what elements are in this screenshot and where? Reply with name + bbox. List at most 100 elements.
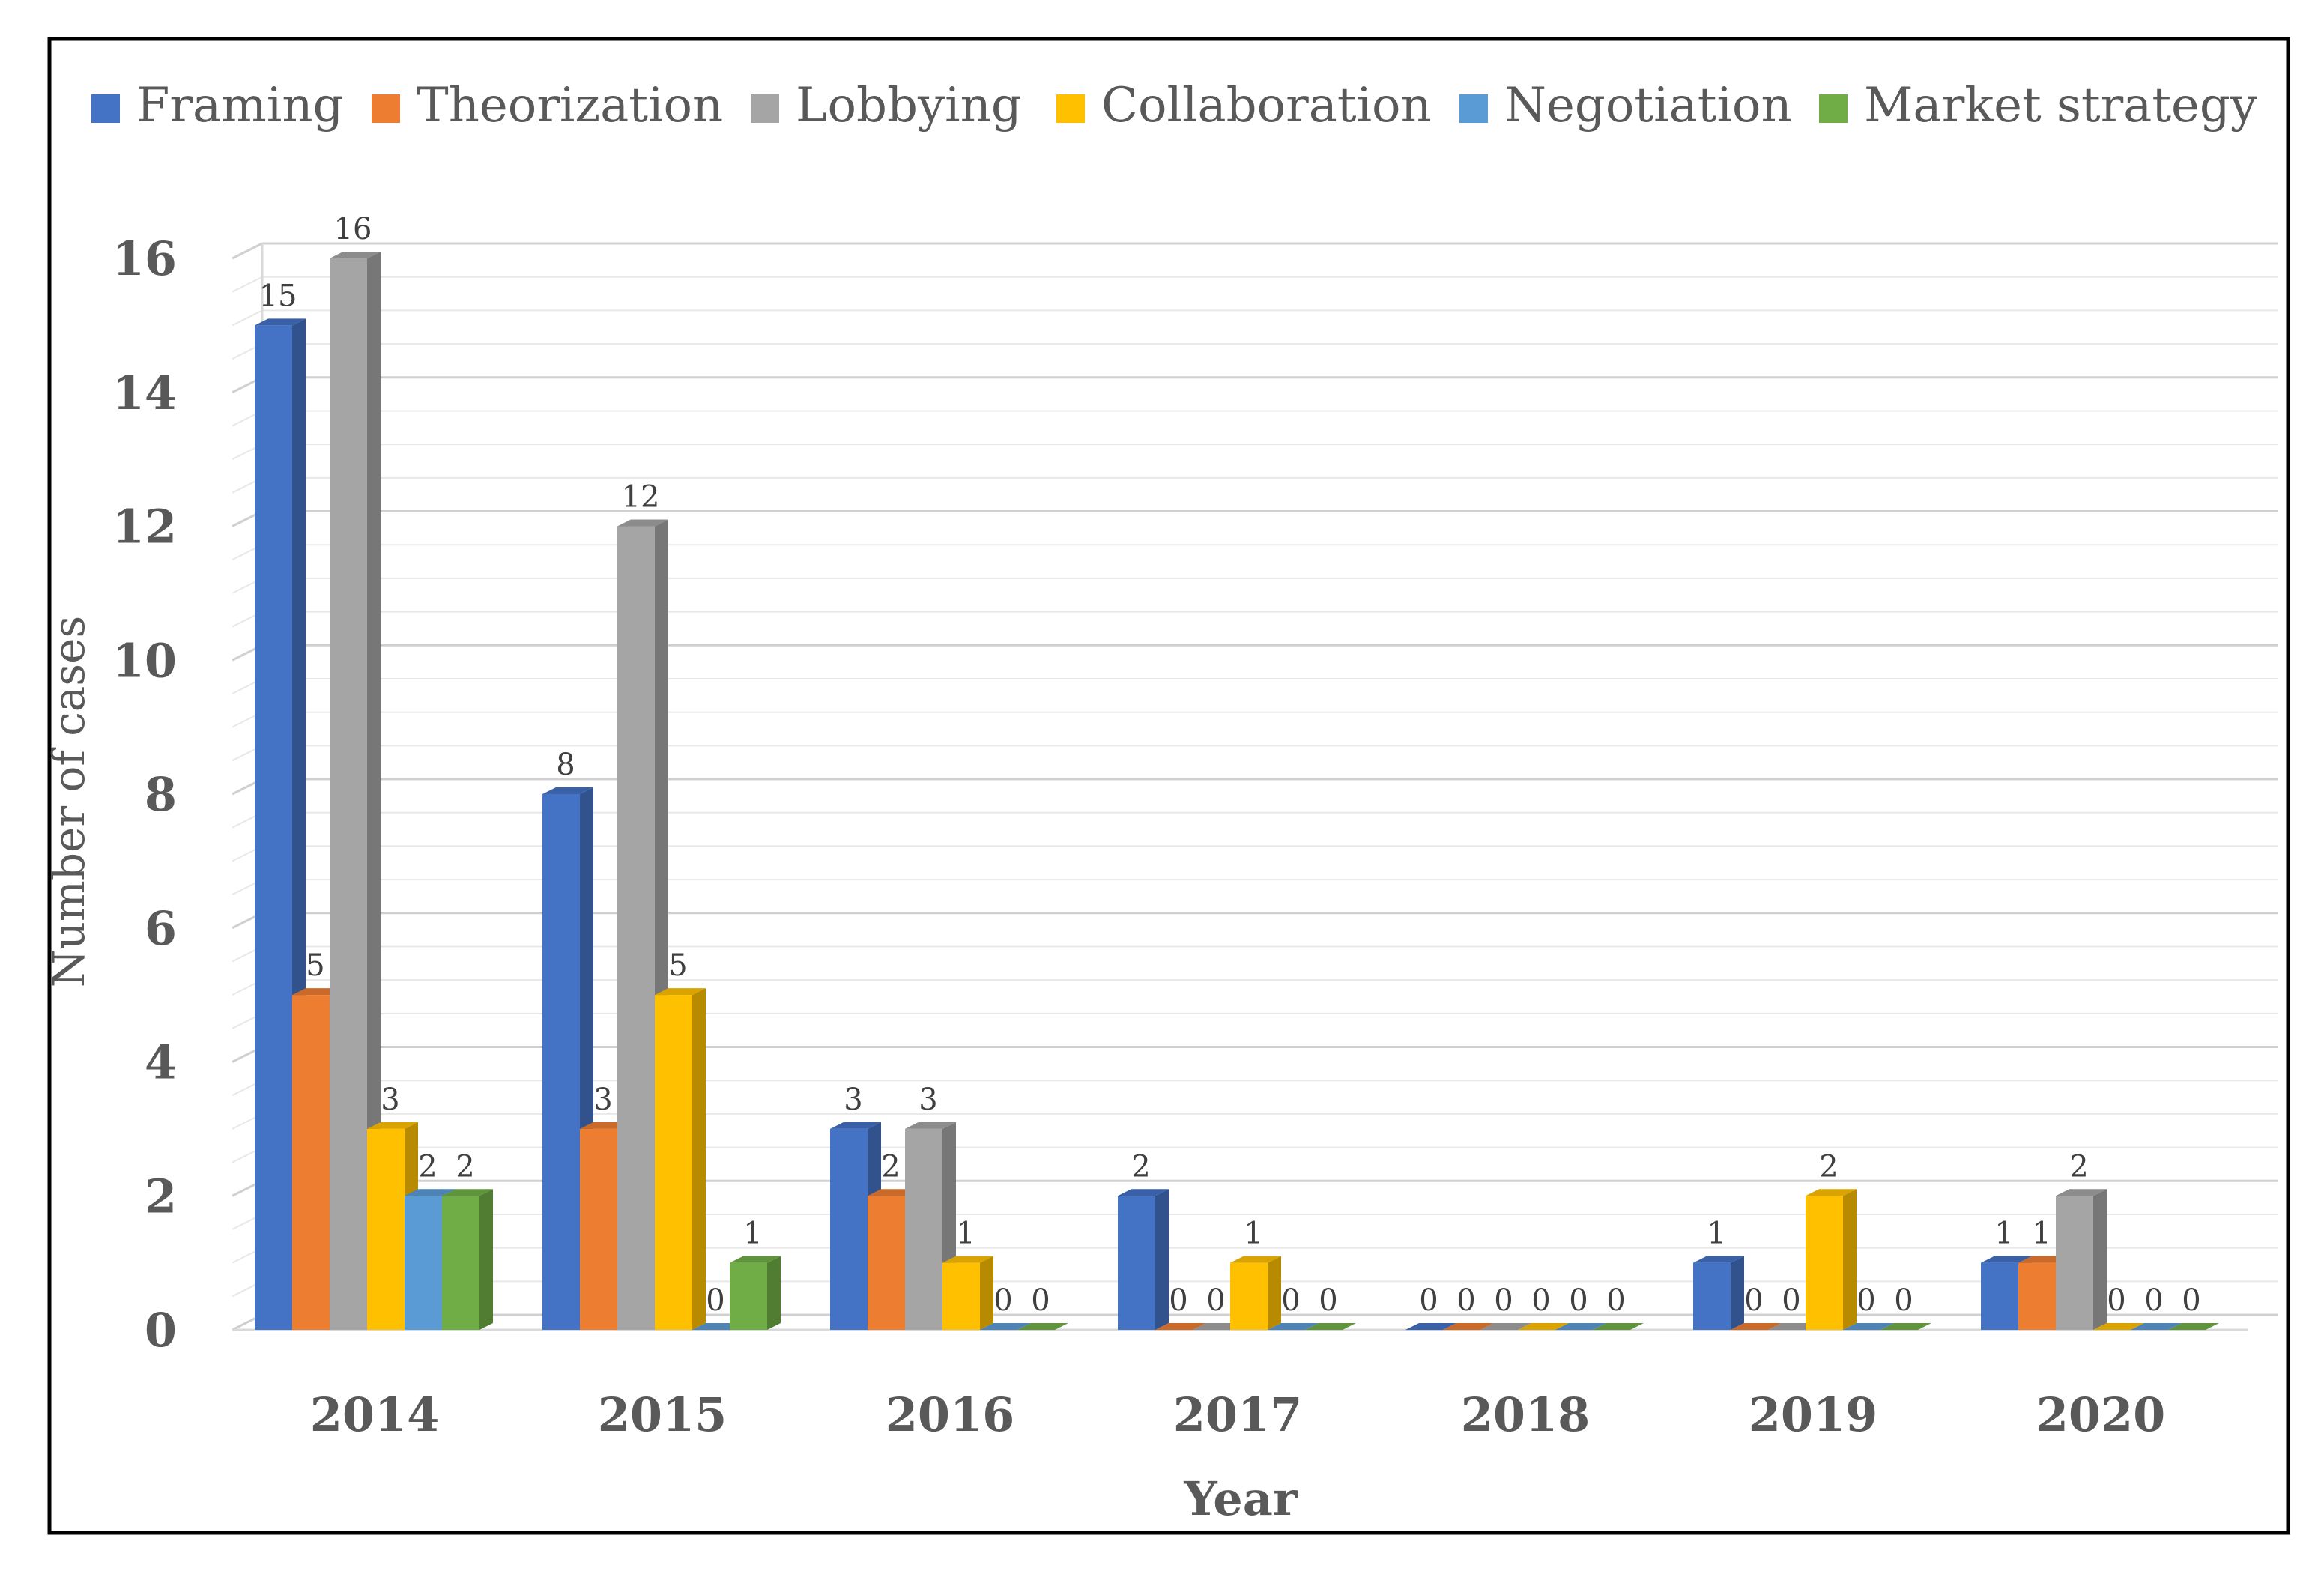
bar-top: [1981, 1256, 2032, 1263]
bar-top: [1443, 1323, 1494, 1330]
bar-top: [1155, 1323, 1206, 1330]
data-label: 3: [381, 1083, 399, 1117]
data-label: 2: [1131, 1149, 1150, 1184]
data-label: 1: [2032, 1217, 2051, 1251]
data-label: 0: [1169, 1283, 1187, 1318]
bar-top: [255, 318, 306, 326]
bar-market-strategy: [1593, 1323, 1644, 1331]
bar-lobbying: [330, 252, 381, 1330]
y-tick-label: 8: [145, 767, 177, 822]
bar-side: [1268, 1256, 1281, 1330]
y-tick-label: 0: [145, 1303, 177, 1357]
bar-top: [1731, 1323, 1782, 1330]
legend-swatch: [751, 94, 779, 123]
minor-gridline: [232, 309, 263, 327]
data-label: 0: [1281, 1283, 1300, 1318]
legend-swatch: [91, 94, 120, 123]
data-label: 0: [2144, 1283, 2163, 1318]
data-label: 5: [306, 948, 324, 983]
bar-top: [2131, 1323, 2182, 1330]
data-label: 15: [259, 279, 297, 313]
bar-front: [542, 794, 580, 1330]
y-tick-label: 4: [145, 1035, 177, 1090]
data-label: 0: [1031, 1283, 1050, 1318]
bar-top: [1017, 1323, 1068, 1330]
bar-top: [830, 1122, 881, 1129]
bar-top: [1880, 1323, 1931, 1330]
bar-top: [942, 1256, 993, 1263]
data-label: 16: [334, 212, 372, 246]
bar-front: [292, 995, 330, 1330]
y-tick-label: 10: [112, 633, 177, 688]
y-tick-label: 6: [145, 901, 177, 956]
bar-framing: [1118, 1189, 1169, 1330]
bar-top: [730, 1256, 781, 1263]
legend-swatch: [1056, 94, 1085, 123]
bar-collaboration: [1518, 1323, 1569, 1331]
bar-side: [692, 988, 706, 1330]
bar-theorization: [1155, 1323, 1206, 1331]
bar-collaboration: [1230, 1256, 1281, 1330]
bar-top: [1480, 1323, 1531, 1330]
bar-top: [1593, 1323, 1644, 1330]
bar-market-strategy: [730, 1256, 781, 1330]
bar-negotiation: [1843, 1323, 1894, 1331]
bar-front: [367, 1128, 405, 1330]
bar-top: [330, 252, 381, 258]
bar-top: [1405, 1323, 1456, 1330]
data-label: 0: [1606, 1283, 1625, 1318]
bar-front: [255, 325, 292, 1330]
data-label: 0: [1494, 1283, 1513, 1318]
y-tick-label: 2: [145, 1169, 177, 1223]
bar-market-strategy: [442, 1189, 493, 1330]
y-tick-label: 14: [112, 366, 177, 420]
data-label: 0: [2107, 1283, 2125, 1318]
x-tick-label: 2015: [598, 1387, 727, 1442]
y-tick-label: 16: [112, 231, 177, 286]
bar-top: [1118, 1189, 1169, 1196]
legend-label: Collaboration: [1101, 78, 1432, 133]
x-tick-label: 2017: [1173, 1387, 1303, 1442]
data-label: 0: [1456, 1283, 1475, 1318]
bar-front: [580, 1128, 617, 1330]
legend-item: Lobbying: [751, 78, 1022, 133]
data-label: 3: [593, 1083, 612, 1117]
bar-top: [442, 1189, 493, 1196]
bar-side: [479, 1189, 493, 1330]
legend-item: Negotiation: [1459, 78, 1792, 133]
bar-front: [1118, 1196, 1155, 1330]
data-label: 2: [1819, 1149, 1838, 1184]
bar-top: [1305, 1323, 1356, 1330]
bar-top: [1230, 1256, 1281, 1263]
bar-negotiation: [1555, 1323, 1606, 1331]
bar-top: [405, 1189, 456, 1196]
bar-front: [730, 1262, 767, 1330]
data-label: 5: [668, 948, 687, 983]
data-label: 0: [1319, 1283, 1337, 1318]
bar-top: [905, 1122, 956, 1129]
bar-top: [2168, 1323, 2219, 1330]
major-gridline: [232, 242, 263, 260]
data-label: 1: [1707, 1217, 1725, 1251]
bar-lobbying: [2056, 1189, 2107, 1330]
legend-label: Lobbying: [796, 78, 1022, 133]
data-label: 8: [556, 748, 575, 782]
bar-front: [868, 1196, 905, 1330]
bar-top: [980, 1323, 1031, 1330]
legend-label: Framing: [136, 78, 344, 133]
bar-side: [1155, 1189, 1169, 1330]
legend-swatch: [1819, 94, 1848, 123]
bar-framing: [1693, 1256, 1744, 1330]
data-label: 12: [622, 480, 660, 515]
bar-top: [655, 988, 706, 996]
bar-top: [542, 787, 593, 794]
bar-lobbying: [1480, 1323, 1531, 1331]
bar-top: [1518, 1323, 1569, 1330]
bar-front: [830, 1128, 868, 1330]
data-label: 0: [1782, 1283, 1800, 1318]
data-label: 0: [993, 1283, 1012, 1318]
bar-front: [617, 526, 655, 1330]
bar-top: [1693, 1256, 1744, 1263]
data-label: 3: [919, 1083, 937, 1117]
